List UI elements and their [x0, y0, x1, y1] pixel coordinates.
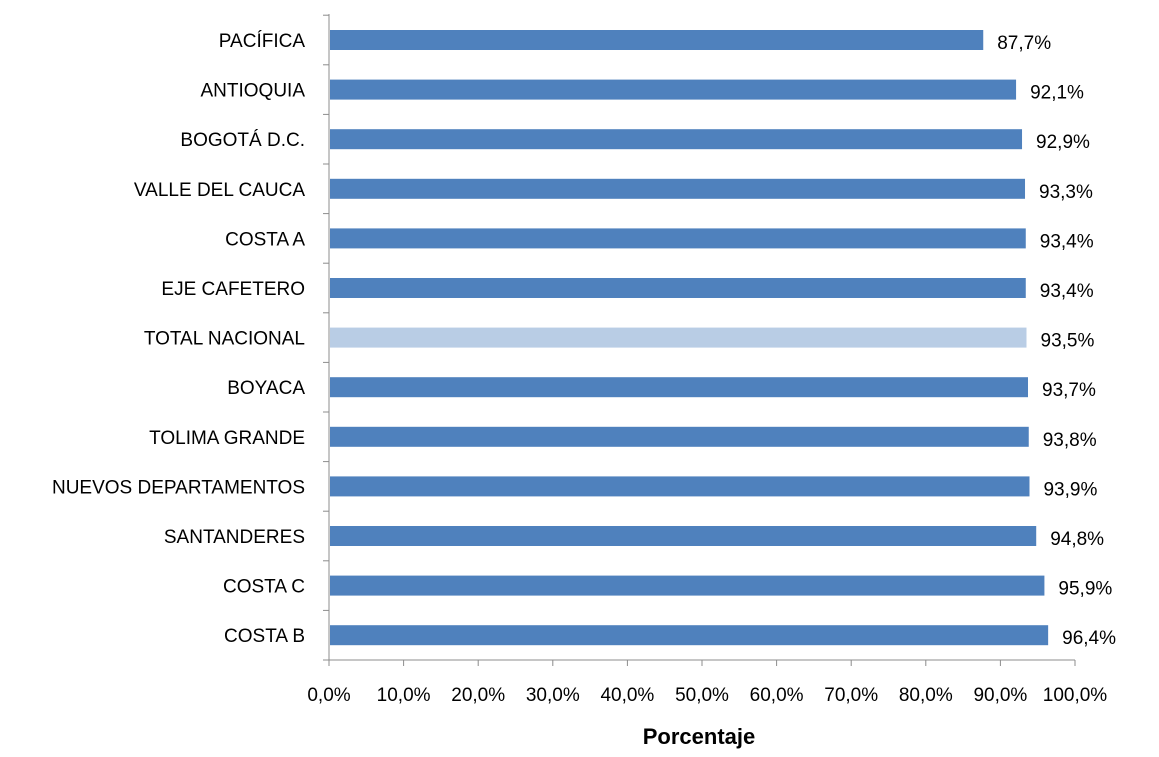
x-tick-labels-group: 0,0% 10,0% 20,0% 30,0% 40,0% 50,0% 60,0% 70,0% 8…: [307, 685, 1107, 706]
category-label: VALLE DEL CAUCA: [134, 180, 305, 201]
data-label: 93,3%: [1039, 182, 1093, 203]
bar: [330, 278, 1026, 298]
category-label: NUEVOS DEPARTAMENTOS: [52, 477, 305, 498]
x-tick-label: 50,0%: [675, 685, 729, 706]
bar: [330, 79, 1017, 100]
category-label: BOGOTÁ D.C.: [180, 130, 305, 151]
bar: [330, 178, 1026, 199]
value-labels-group: 87,7% 92,1% 92,9% 93,3% 93,4% 93,4% 93,5% 93,7%…: [997, 33, 1116, 649]
x-tick-label: 30,0%: [526, 685, 580, 706]
category-label: BOYACA: [227, 378, 305, 399]
bar: [330, 30, 984, 50]
bar: [330, 228, 1026, 249]
data-label: 93,4%: [1040, 231, 1094, 252]
data-label: 96,4%: [1062, 628, 1116, 649]
bar: [330, 526, 1037, 546]
data-label: 95,9%: [1058, 579, 1112, 600]
x-tick-label: 90,0%: [973, 685, 1027, 706]
x-tick-label: 40,0%: [600, 685, 654, 706]
category-labels-group: PACÍFICA ANTIOQUIA BOGOTÁ D.C. VALLE DEL CA…: [52, 31, 305, 647]
bar: [330, 426, 1029, 447]
x-tick-label: 70,0%: [824, 685, 878, 706]
x-tick-label: 60,0%: [750, 685, 804, 706]
data-label: 93,7%: [1042, 380, 1096, 401]
data-label: 92,9%: [1036, 132, 1090, 153]
x-axis-title: Porcentaje: [643, 724, 756, 749]
bar: [330, 129, 1023, 150]
bars-group: [330, 30, 1049, 646]
x-tick-label: 80,0%: [899, 685, 953, 706]
bar: [330, 327, 1027, 348]
data-label: 93,9%: [1043, 479, 1097, 500]
category-label: PACÍFICA: [219, 31, 306, 52]
bar: [330, 575, 1045, 596]
bar: [330, 377, 1029, 398]
x-tick-label: 100,0%: [1043, 685, 1108, 706]
category-label: TOTAL NACIONAL: [144, 329, 305, 350]
category-label: COSTA C: [223, 577, 305, 598]
data-label: 92,1%: [1030, 83, 1084, 104]
bar: [330, 476, 1030, 497]
data-label: 93,8%: [1043, 430, 1097, 451]
category-label: EJE CAFETERO: [161, 279, 305, 300]
data-label: 93,5%: [1041, 331, 1095, 352]
category-label: ANTIOQUIA: [200, 81, 305, 102]
x-tick-label: 0,0%: [307, 685, 350, 706]
category-label: TOLIMA GRANDE: [149, 428, 305, 449]
x-tick-label: 20,0%: [451, 685, 505, 706]
category-label: COSTA B: [224, 626, 305, 647]
data-label: 93,4%: [1040, 281, 1094, 302]
axes-group: [323, 14, 1076, 666]
x-tick-label: 10,0%: [377, 685, 431, 706]
category-label: SANTANDERES: [164, 527, 305, 548]
data-label: 87,7%: [997, 33, 1051, 54]
data-label: 94,8%: [1050, 529, 1104, 550]
bar: [330, 625, 1049, 646]
category-label: COSTA A: [225, 229, 305, 250]
